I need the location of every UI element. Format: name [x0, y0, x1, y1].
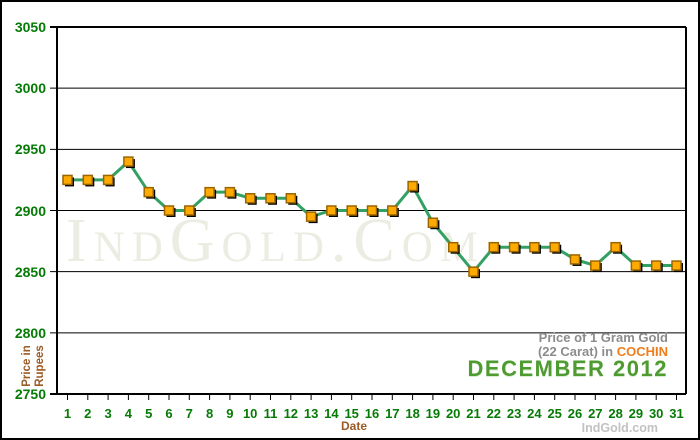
data-point-marker	[224, 186, 236, 198]
data-point-marker	[265, 193, 276, 204]
y-axis-title-line1: Price in	[21, 345, 33, 387]
x-tick-label: 20	[445, 406, 461, 421]
data-point-marker	[102, 174, 114, 186]
x-tick-label: 21	[466, 406, 481, 421]
x-tick-label: 11	[263, 406, 278, 421]
data-point-marker	[82, 174, 94, 186]
x-tick-label: 2	[84, 406, 92, 421]
chart-title-line2: (22 Carat) in COCHIN	[468, 345, 668, 359]
x-tick-label: 31	[669, 406, 684, 421]
x-tick-label: 16	[364, 406, 380, 421]
y-axis-title: Price in Rupees	[21, 334, 51, 398]
x-tick-label: 24	[527, 406, 542, 421]
y-tick-label: 2750	[14, 386, 46, 402]
data-point-marker	[143, 186, 154, 198]
chart-title-line1: Price of 1 Gram Gold	[538, 330, 668, 345]
x-tick-label: 15	[344, 406, 359, 421]
x-tick-label: 23	[506, 406, 522, 421]
chart-title-city: COCHIN	[616, 344, 668, 359]
x-tick-label: 10	[242, 406, 258, 421]
x-tick-label: 12	[283, 406, 299, 421]
data-point-marker	[630, 260, 642, 271]
data-point-marker	[184, 205, 195, 216]
x-tick-label: 30	[648, 406, 664, 421]
data-point-marker	[346, 205, 357, 216]
data-point-marker	[610, 241, 621, 253]
y-axis-title-line2: Rupees	[34, 345, 46, 387]
data-point-marker	[650, 260, 662, 271]
data-point-marker	[549, 241, 560, 253]
x-tick-label: 19	[425, 406, 441, 421]
data-point-marker	[244, 193, 256, 204]
x-tick-label: 6	[165, 406, 173, 421]
chart-title-carat: (22 Carat) in	[537, 344, 617, 359]
data-point-marker	[163, 205, 175, 216]
data-point-marker	[468, 266, 479, 277]
data-point-marker	[569, 254, 581, 265]
data-point-marker	[305, 211, 317, 222]
y-tick-label: 2900	[14, 202, 46, 219]
site-credit: IndGold.com	[581, 421, 658, 435]
chart-title-block: Price of 1 Gram Gold (22 Carat) in COCHI…	[467, 330, 668, 381]
watermark: IndGold.Com	[66, 207, 486, 275]
x-tick-label: 17	[385, 406, 400, 421]
data-point-marker	[590, 260, 601, 271]
y-tick-label: 3000	[14, 80, 46, 97]
data-point-marker	[671, 260, 682, 271]
data-point-marker	[508, 241, 520, 253]
data-point-marker	[387, 205, 398, 216]
x-tick-label: 3	[104, 406, 112, 421]
y-tick-label: 2950	[14, 141, 46, 158]
x-tick-label: 8	[205, 406, 214, 421]
x-tick-label: 29	[628, 406, 644, 421]
x-tick-label: 28	[608, 406, 623, 421]
x-tick-label: 7	[185, 406, 193, 421]
y-tick-label: 3050	[14, 19, 46, 35]
data-point-marker	[62, 174, 73, 186]
x-axis-title: Date	[340, 419, 367, 433]
chart-title-month: DECEMBER 2012	[467, 356, 668, 381]
x-tick-label: 27	[588, 406, 603, 421]
x-tick-label: 25	[547, 406, 562, 421]
x-tick-label: 26	[567, 406, 583, 421]
x-tick-label: 5	[145, 406, 153, 421]
data-point-marker	[529, 241, 540, 253]
y-tick-label: 2800	[14, 324, 46, 341]
x-tick-label: 18	[405, 406, 420, 421]
data-point-marker	[407, 180, 418, 192]
x-tick-label: 9	[226, 406, 234, 421]
data-point-marker	[285, 193, 297, 204]
x-tick-label: 13	[303, 406, 319, 421]
data-point-marker	[488, 241, 500, 253]
x-tick-label: 22	[486, 406, 502, 421]
data-point-marker	[326, 205, 337, 216]
y-tick-label: 2850	[14, 263, 46, 280]
data-point-marker	[204, 186, 215, 198]
x-tick-label: 1	[63, 406, 72, 421]
x-tick-label: 14	[324, 406, 339, 421]
data-point-marker	[366, 205, 378, 216]
data-point-marker	[427, 217, 439, 228]
x-tick-label: 4	[124, 406, 132, 421]
data-point-marker	[447, 241, 459, 253]
data-point-marker	[123, 156, 134, 167]
